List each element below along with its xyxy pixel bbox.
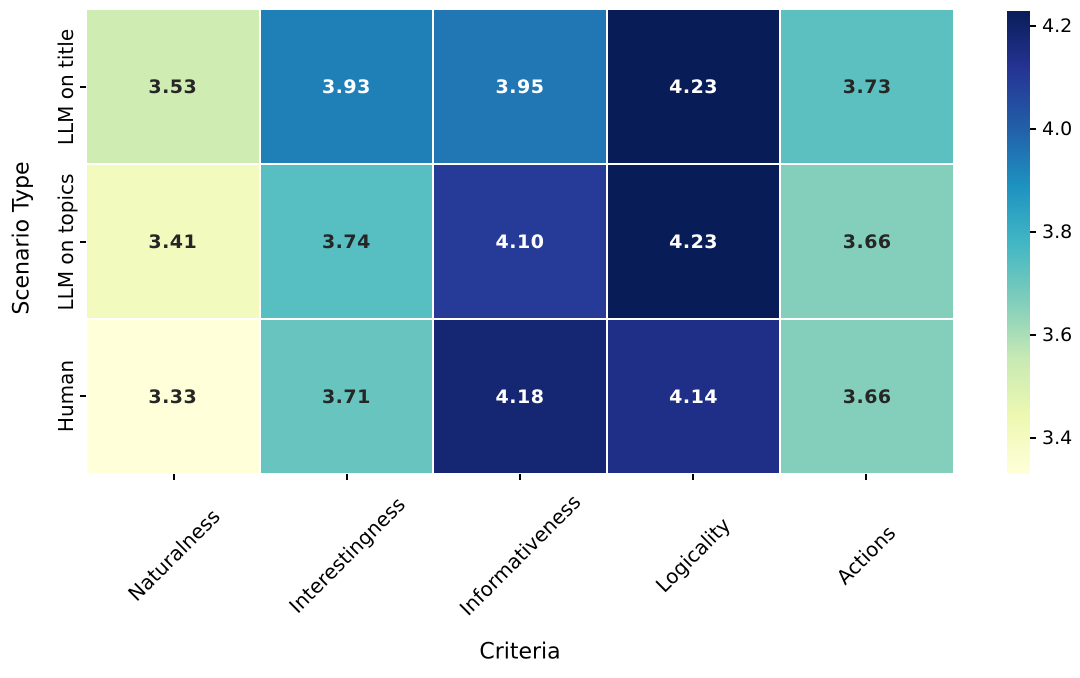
heatmap-cell: 3.73 <box>781 10 953 163</box>
heatmap-cell: 4.10 <box>434 165 606 318</box>
heatmap-cell: 3.95 <box>434 10 606 163</box>
cell-value: 3.41 <box>148 230 198 253</box>
heatmap-cell: 4.14 <box>607 320 780 473</box>
col-tick <box>865 474 868 480</box>
col-label: Logicality <box>650 512 736 598</box>
row-label: Human <box>54 359 78 432</box>
cell-value: 3.66 <box>842 230 892 253</box>
col-label: Actions <box>832 520 901 590</box>
colorbar-tick-label: 4.2 <box>1042 15 1073 38</box>
col-label: Interestingness <box>283 492 410 618</box>
row-label: LLM on topics <box>54 173 78 310</box>
row-tick <box>80 86 86 89</box>
heatmap-cell: 3.93 <box>260 10 433 163</box>
heatmap-cell: 3.66 <box>781 165 953 318</box>
cell-value: 4.23 <box>669 75 719 98</box>
heatmap-cell: 4.23 <box>607 165 780 318</box>
heatmap-cell: 3.71 <box>260 320 433 473</box>
heatmap-cell: 4.18 <box>434 320 606 473</box>
colorbar-tick-label: 3.4 <box>1042 426 1073 449</box>
cell-value: 3.74 <box>321 230 371 253</box>
colorbar-tick-label: 3.6 <box>1042 324 1073 347</box>
col-tick <box>345 474 348 480</box>
x-axis-title: Criteria <box>479 639 561 665</box>
colorbar-tick-label: 4.0 <box>1042 118 1073 141</box>
cell-value: 3.93 <box>321 75 371 98</box>
cell-value: 3.95 <box>495 75 545 98</box>
col-label: Naturalness <box>122 504 225 606</box>
cell-value: 4.18 <box>495 385 545 408</box>
heatmap-grid: 3.53 3.93 3.95 4.23 3.73 3.41 3.74 4.10 4.23 3.66… <box>87 10 953 473</box>
colorbar-tick <box>1030 334 1036 337</box>
colorbar-tick-label: 3.8 <box>1042 221 1073 244</box>
colorbar-tick <box>1030 25 1036 28</box>
col-tick <box>172 474 175 480</box>
colorbar-tick <box>1030 436 1036 439</box>
heatmap-cell: 3.33 <box>87 320 259 473</box>
colorbar-tick <box>1030 128 1036 131</box>
row-label: LLM on title <box>54 29 78 146</box>
cell-value: 4.14 <box>669 385 719 408</box>
y-axis-title: Scenario Type <box>9 161 35 315</box>
heatmap-cell: 3.53 <box>87 10 259 163</box>
heatmap-cell: 3.66 <box>781 320 953 473</box>
cell-value: 4.10 <box>495 230 545 253</box>
cell-value: 3.71 <box>321 385 371 408</box>
cell-value: 3.73 <box>842 75 892 98</box>
col-label: Informativeness <box>454 489 586 621</box>
cell-value: 3.33 <box>148 385 198 408</box>
cell-value: 3.66 <box>842 385 892 408</box>
cell-value: 4.23 <box>669 230 719 253</box>
heatmap-cell: 3.41 <box>87 165 259 318</box>
heatmap-cell: 3.74 <box>260 165 433 318</box>
heatmap-cell: 4.23 <box>607 10 780 163</box>
colorbar <box>1007 11 1030 474</box>
row-tick <box>80 394 86 397</box>
colorbar-tick <box>1030 231 1036 234</box>
row-tick <box>80 240 86 243</box>
col-tick <box>692 474 695 480</box>
cell-value: 3.53 <box>148 75 198 98</box>
col-tick <box>519 474 521 480</box>
